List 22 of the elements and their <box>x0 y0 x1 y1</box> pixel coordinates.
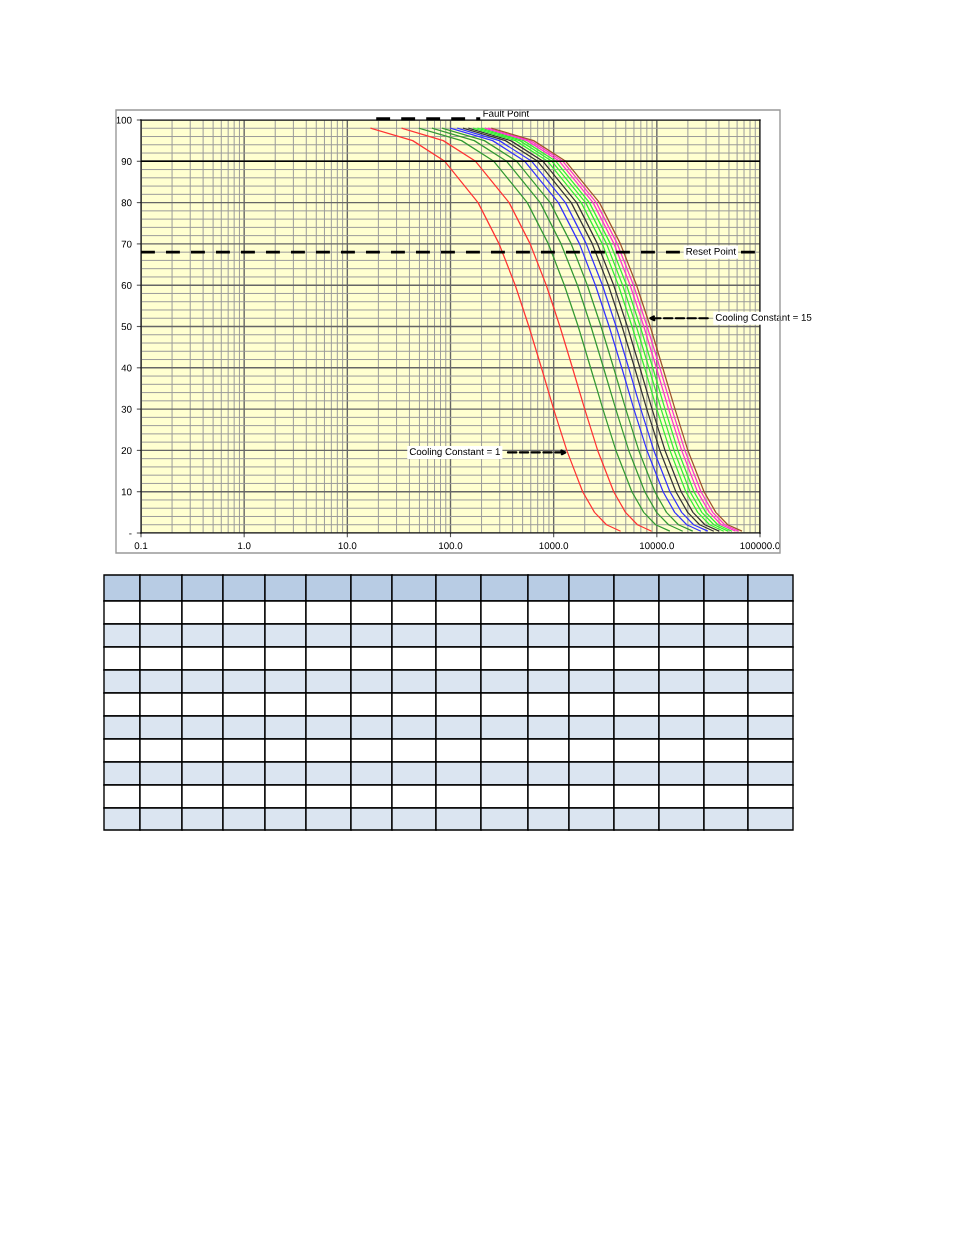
y-tick-label: 20 <box>121 447 132 455</box>
x-tick-label: 100000.0 <box>740 542 780 550</box>
x-tick-label: 100.0 <box>439 542 463 550</box>
x-tick-label: 10.0 <box>338 542 357 550</box>
annotation: Cooling Constant = 1 <box>409 447 500 457</box>
y-tick-label: 10 <box>121 488 132 496</box>
x-tick-label: 1.0 <box>238 542 251 550</box>
y-tick-label: 100 <box>116 116 132 124</box>
y-tick-label: 50 <box>121 323 132 331</box>
ref-line-label: Reset Point <box>686 247 736 255</box>
x-tick-label: 10000.0 <box>640 542 675 550</box>
y-tick-label: 70 <box>121 240 132 248</box>
x-tick-label: 0.1 <box>134 542 148 550</box>
annotation: Cooling Constant = 15 <box>715 313 812 323</box>
y-tick-label: 80 <box>121 199 132 207</box>
y-tick-label: 60 <box>121 281 132 289</box>
y-tick-label: - <box>129 533 132 535</box>
y-tick-label: 40 <box>121 364 132 372</box>
x-tick-label: 1000.0 <box>539 542 569 550</box>
text: Fault Point <box>483 109 530 117</box>
y-tick-label: 90 <box>121 158 132 165</box>
y-tick-label: 30 <box>121 405 132 413</box>
